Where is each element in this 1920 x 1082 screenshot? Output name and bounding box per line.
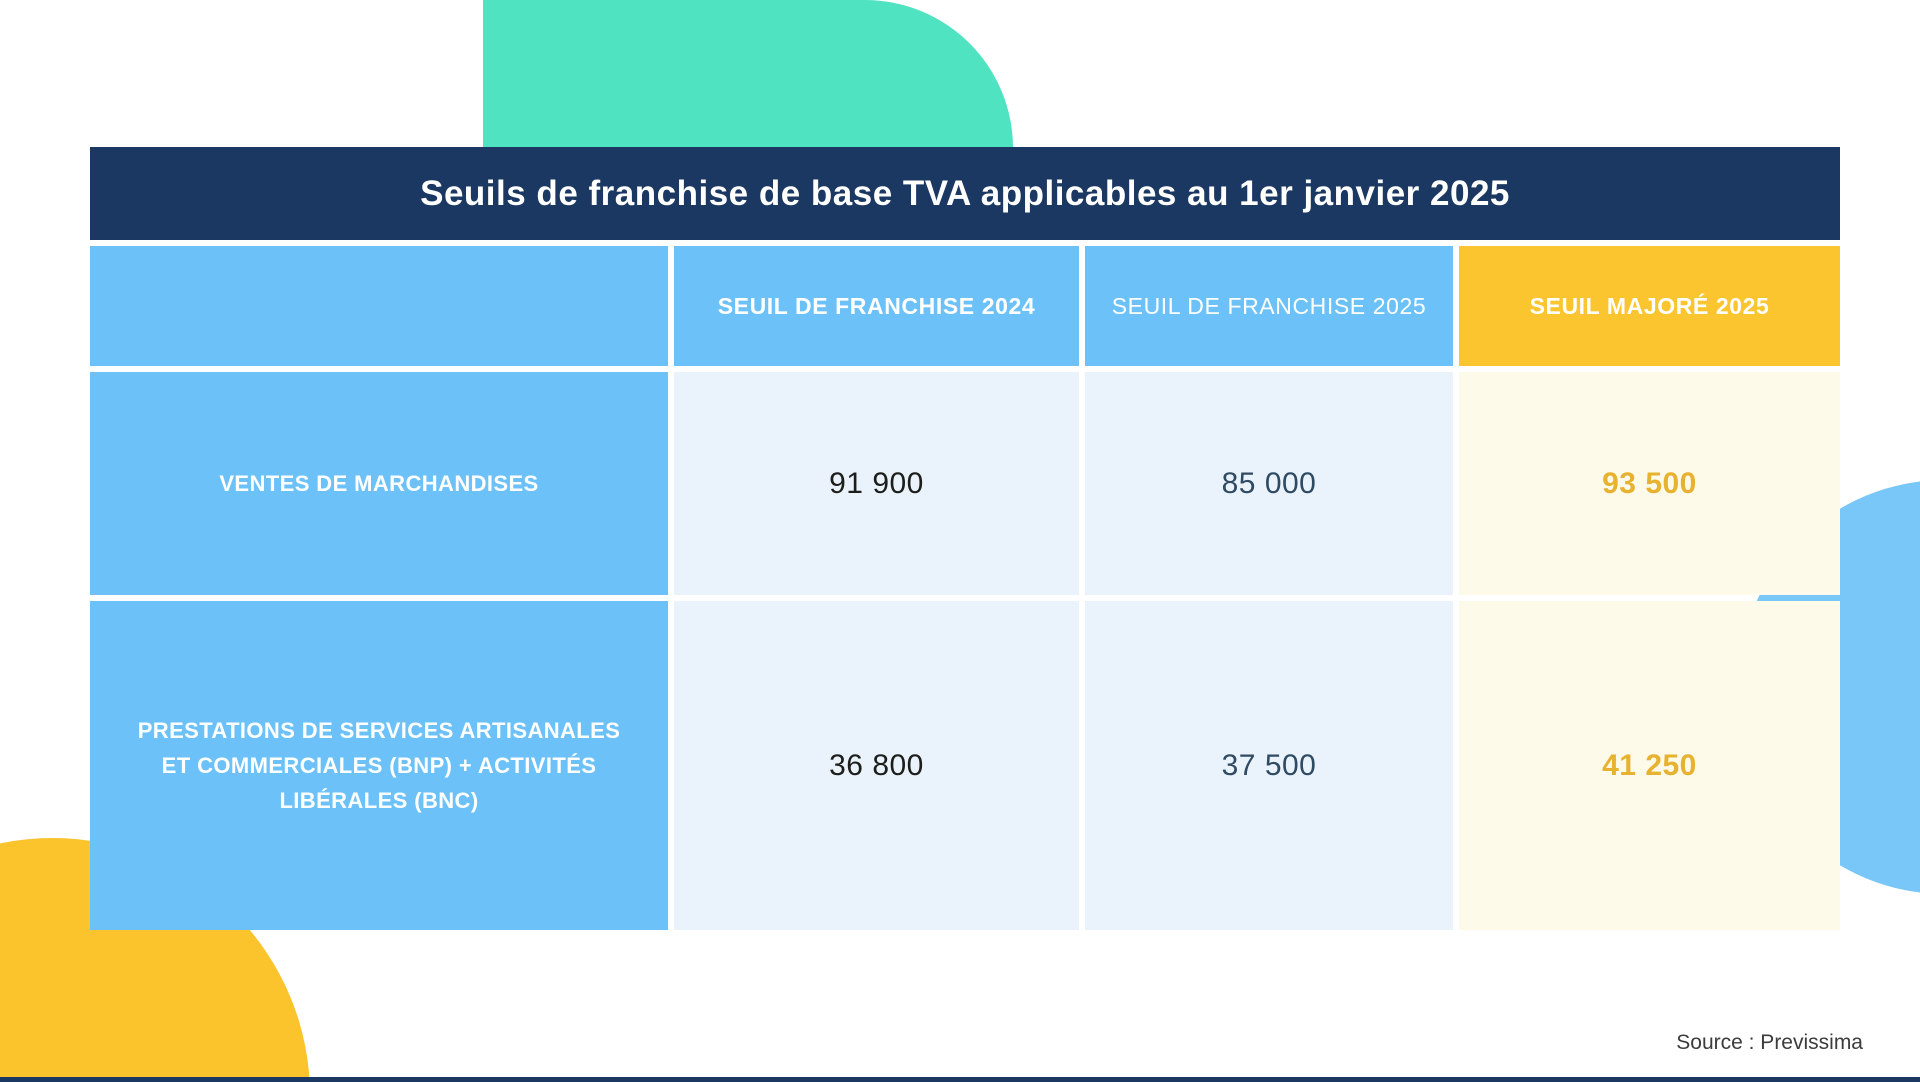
value-row0-seuil-2024: 91 900 <box>674 372 1079 595</box>
decor-teal-shape <box>483 0 1013 148</box>
column-header-label: SEUIL MAJORÉ 2025 <box>1529 292 1770 319</box>
table-title-bar: Seuils de franchise de base TVA applicab… <box>90 147 1840 240</box>
value-row1-seuil-2025: 37 500 <box>1085 601 1453 930</box>
column-header-category <box>90 246 668 366</box>
row-label-1: PRESTATIONS DE SERVICES ARTISANALES ET C… <box>90 601 668 930</box>
column-header-seuil-majore-2025: SEUIL MAJORÉ 2025 <box>1459 246 1840 366</box>
decor-bottom-strip <box>0 1077 1920 1082</box>
column-header-seuil-2024: SEUIL DE FRANCHISE 2024 <box>674 246 1079 366</box>
value-row0-seuil-2025: 85 000 <box>1085 372 1453 595</box>
value-row1-seuil-2024: 36 800 <box>674 601 1079 930</box>
source-credit: Source : Previssima <box>1676 1031 1863 1054</box>
column-header-label: SEUIL DE FRANCHISE 2025 <box>1111 292 1427 319</box>
column-header-label: SEUIL DE FRANCHISE 2024 <box>717 292 1036 319</box>
column-header-seuil-2025: SEUIL DE FRANCHISE 2025 <box>1085 246 1453 366</box>
tva-thresholds-table: Seuils de franchise de base TVA applicab… <box>90 147 1840 930</box>
value-row0-seuil-majore-2025: 93 500 <box>1459 372 1840 595</box>
table-title: Seuils de franchise de base TVA applicab… <box>420 173 1510 213</box>
row-label-0: VENTES DE MARCHANDISES <box>90 372 668 595</box>
value-row1-seuil-majore-2025: 41 250 <box>1459 601 1840 930</box>
table-grid: SEUIL DE FRANCHISE 2024 SEUIL DE FRANCHIS… <box>90 246 1840 930</box>
